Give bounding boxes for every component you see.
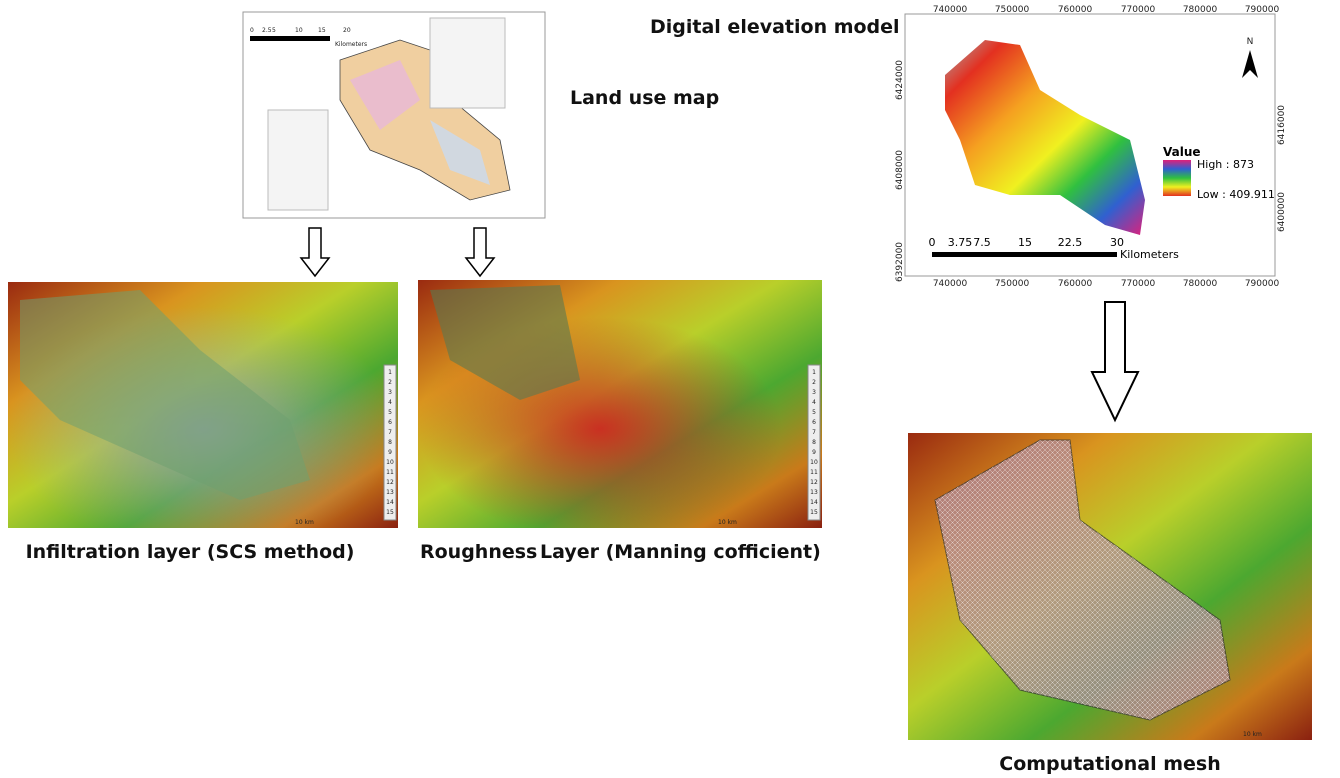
legend-entry: 10 xyxy=(386,459,394,466)
scale-label: 0 xyxy=(250,27,254,34)
x-tick-label: 790000 xyxy=(1245,279,1280,289)
land-use-label: Land use map xyxy=(570,87,719,109)
legend-title: Value xyxy=(1163,145,1201,159)
mesh-label: Computational mesh xyxy=(999,753,1220,775)
legend-entry: 4 xyxy=(812,399,816,406)
roughness-label-end: Layer (Manning cofficient) xyxy=(540,541,821,563)
scale-bar xyxy=(250,36,330,41)
scale-bar xyxy=(932,252,1117,257)
y-tick-label: 6392000 xyxy=(895,242,905,282)
scale-unit: Kilometers xyxy=(1120,248,1179,261)
dem-title: Digital elevation model xyxy=(650,16,900,38)
y-tick-label: 6424000 xyxy=(895,60,905,100)
scale-label: 15 xyxy=(1018,236,1032,249)
scale-label: 10 km xyxy=(295,519,314,526)
legend-entry: 14 xyxy=(386,499,394,506)
legend-entry: 8 xyxy=(812,439,816,446)
legend-entry: 8 xyxy=(388,439,392,446)
legend-entry: 14 xyxy=(810,499,818,506)
legend-entry: 12 xyxy=(810,479,818,486)
legend-entry: 5 xyxy=(388,409,392,416)
scale-label: 10 km xyxy=(718,519,737,526)
legend-low: Low : 409.911 xyxy=(1197,188,1275,201)
scale-label: 2.5 xyxy=(262,27,272,34)
legend-entry: 1 xyxy=(388,369,392,376)
x-tick-label: 750000 xyxy=(995,279,1030,289)
legend-entry: 4 xyxy=(388,399,392,406)
x-tick-label: 770000 xyxy=(1121,5,1156,15)
roughness-label-start: Roughness xyxy=(420,541,537,563)
x-tick-label: 760000 xyxy=(1058,5,1093,15)
scale-label: 5 xyxy=(272,27,276,34)
legend-entry: 6 xyxy=(388,419,392,426)
legend-entry: 5 xyxy=(812,409,816,416)
legend-entry: 9 xyxy=(812,449,816,456)
x-tick-label: 780000 xyxy=(1183,279,1218,289)
scale-label: 0 xyxy=(929,236,936,249)
x-tick-label: 780000 xyxy=(1183,5,1218,15)
legend-entry: 2 xyxy=(812,379,816,386)
legend-entry: 15 xyxy=(810,509,818,516)
legend-entry: 3 xyxy=(388,389,392,396)
scale-label: 20 xyxy=(343,27,351,34)
legend-entry: 12 xyxy=(386,479,394,486)
legend-entry: 15 xyxy=(386,509,394,516)
y-tick-label: 6416000 xyxy=(1277,105,1287,145)
scale-label: 10 xyxy=(295,27,303,34)
legend-entry: 7 xyxy=(388,429,392,436)
scale-unit: Kilometers xyxy=(335,41,367,48)
arrow xyxy=(301,228,329,276)
scale-label: 7.5 xyxy=(973,236,991,249)
legend-entry: 10 xyxy=(810,459,818,466)
arrow xyxy=(1092,302,1138,420)
legend-entry: 11 xyxy=(386,469,394,476)
dem-legend-ramp xyxy=(1163,160,1191,196)
legend-entry: 9 xyxy=(388,449,392,456)
y-tick-label: 6408000 xyxy=(895,150,905,190)
legend-entry: 6 xyxy=(812,419,816,426)
scale-label: 3.75 xyxy=(948,236,973,249)
x-tick-label: 740000 xyxy=(933,279,968,289)
legend-entry: 2 xyxy=(388,379,392,386)
legend-high: High : 873 xyxy=(1197,158,1254,171)
north-label: N xyxy=(1247,37,1254,47)
land-use-legend xyxy=(430,18,505,108)
figure: Land use map Digital elevation model Inf… xyxy=(0,0,1340,778)
y-tick-label: 6400000 xyxy=(1277,192,1287,232)
legend-entry: 13 xyxy=(810,489,818,496)
legend-entry: 1 xyxy=(812,369,816,376)
infiltration-label: Infiltration layer (SCS method) xyxy=(26,541,355,563)
x-tick-label: 740000 xyxy=(933,5,968,15)
scale-label: 22.5 xyxy=(1058,236,1083,249)
x-tick-label: 750000 xyxy=(995,5,1030,15)
legend-entry: 3 xyxy=(812,389,816,396)
x-tick-label: 790000 xyxy=(1245,5,1280,15)
legend-entry: 11 xyxy=(810,469,818,476)
legend-entry: 13 xyxy=(386,489,394,496)
scale-label: 10 km xyxy=(1243,731,1262,738)
scale-label: 15 xyxy=(318,27,326,34)
x-tick-label: 770000 xyxy=(1121,279,1156,289)
land-use-legend xyxy=(268,110,328,210)
arrow xyxy=(466,228,494,276)
legend-entry: 7 xyxy=(812,429,816,436)
x-tick-label: 760000 xyxy=(1058,279,1093,289)
